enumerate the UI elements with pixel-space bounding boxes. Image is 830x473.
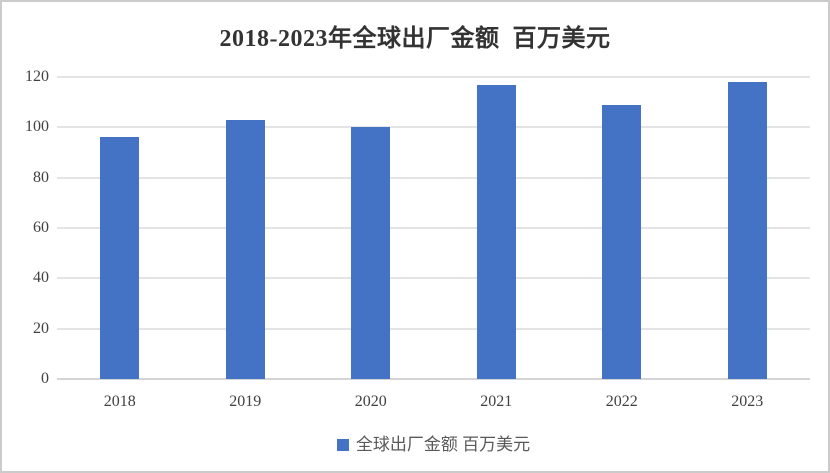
legend-square-icon [336,439,349,451]
x-axis-line [57,378,810,380]
gridline-120 [57,76,810,78]
y-axis-tick-label-60: 60 [33,219,49,236]
plot-area [57,76,810,380]
y-axis-tick-label-0: 0 [41,370,49,387]
gridline-100 [57,126,810,129]
bar-2022 [602,104,642,379]
bars-layer [57,77,810,379]
y-axis-tick-label-120: 120 [25,68,49,85]
chart-title: 2018-2023年全球出厂金额 百万美元 [219,26,611,52]
legend-label: 全球出厂金额 百万美元 [355,435,531,454]
x-axis-label-2022: 2022 [605,393,638,410]
bar-2021 [476,84,516,379]
x-axis-label-2019: 2019 [229,393,262,410]
bar-2020 [351,127,391,379]
bar-2023 [727,82,767,379]
gridline-20 [57,327,810,330]
gridline-40 [57,277,810,280]
gridline-60 [57,227,810,229]
y-axis-tick-label-40: 40 [33,269,49,287]
y-axis-tick-label-100: 100 [25,118,49,136]
x-axis-label-2023: 2023 [731,393,764,410]
y-axis-tick-label-80: 80 [33,168,49,186]
x-axis-label-2020: 2020 [354,393,387,410]
legend: 全球出厂金额 百万美元 [57,435,810,455]
x-axis-label-2018: 2018 [103,393,136,410]
y-axis-tick-label-20: 20 [33,319,49,337]
x-axis-label-2021: 2021 [480,393,513,410]
y-axis: 0 20 40 60 80 100 120 [10,68,49,387]
gridline-80 [57,176,810,179]
bar-2019 [225,119,265,379]
x-axis: 2018 2019 2020 2021 2022 2023 [57,392,810,414]
bar-2018 [100,137,140,379]
